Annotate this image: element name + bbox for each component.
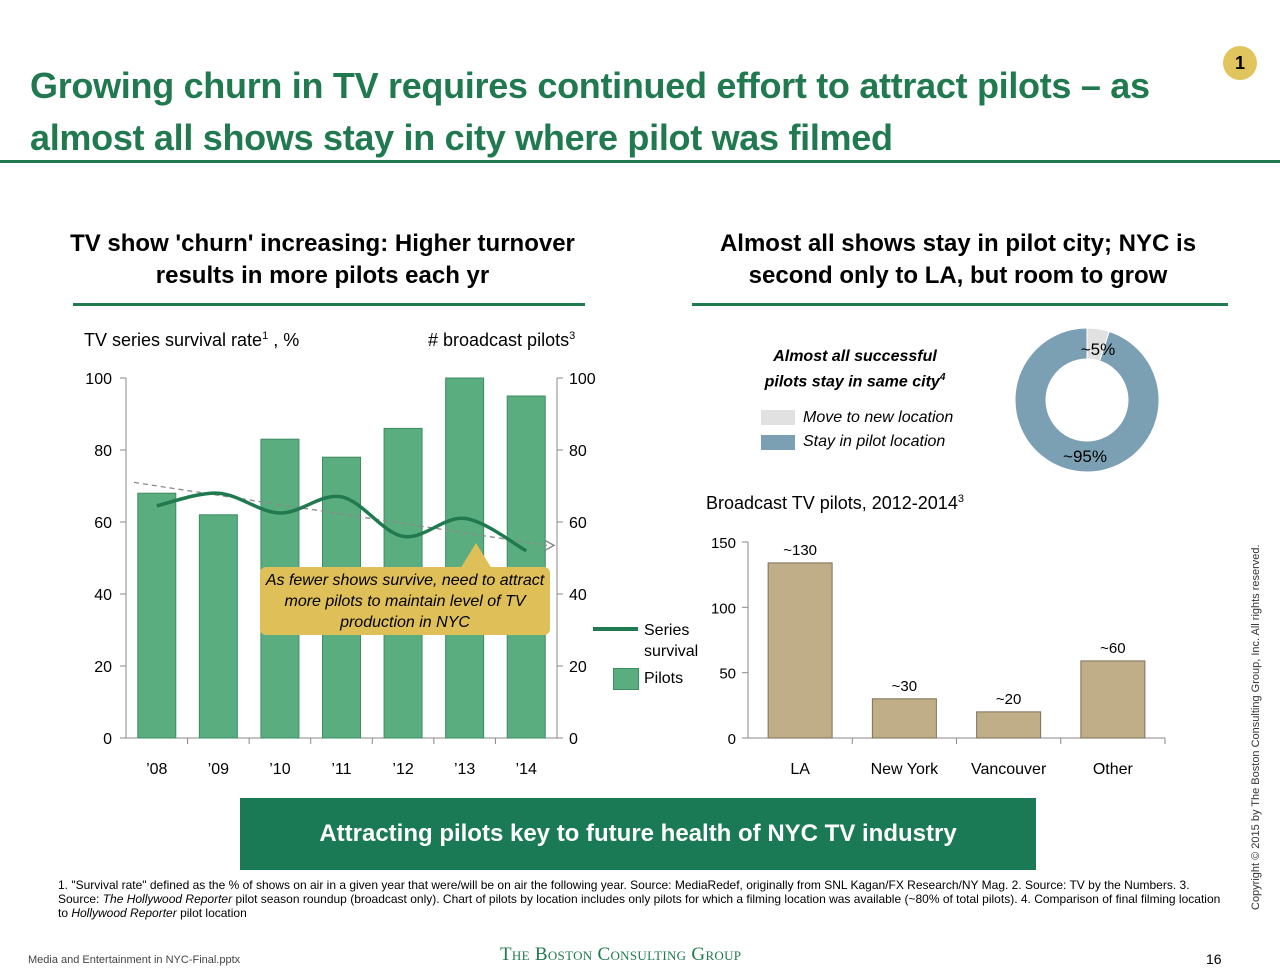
- trend-arrowhead: [544, 539, 556, 552]
- donut-label-stay: ~95%: [1063, 447, 1107, 466]
- x-tick-label: ’10: [269, 761, 290, 778]
- right-panel-title: Almost all shows stay in pilot city; NYC…: [719, 230, 1197, 289]
- location-category-label: Vancouver: [971, 761, 1047, 778]
- location-value-label: ~20: [996, 691, 1021, 708]
- left-tick-label: 80: [94, 443, 112, 460]
- donut-label-move: ~5%: [1081, 340, 1116, 359]
- copyright-notice: Copyright © 2015 by The Boston Consultin…: [1250, 544, 1262, 910]
- right-tick-label: 20: [569, 659, 587, 676]
- x-tick-label: ’12: [392, 761, 413, 778]
- x-tick-label: ’11: [331, 761, 351, 778]
- x-tick-label: ’09: [208, 761, 229, 778]
- location-bar: [767, 562, 833, 739]
- location-bar: [976, 711, 1042, 739]
- x-tick-label: ’13: [454, 761, 475, 778]
- x-tick-label: ’08: [146, 761, 167, 778]
- legend-pilots: Pilots: [644, 670, 684, 687]
- pilot-bar: [137, 492, 177, 739]
- right-panel-divider: [692, 303, 1228, 306]
- location-value-label: ~60: [1100, 640, 1125, 657]
- bcg-logo: The Boston Consulting Group: [500, 944, 742, 965]
- pilot-bar: [198, 514, 238, 739]
- location-tick-label: 100: [711, 600, 736, 617]
- legend-stay-label: Stay in pilot location: [803, 433, 946, 450]
- location-category-label: New York: [871, 761, 940, 778]
- location-bar: [1080, 660, 1146, 739]
- location-chart-title: Broadcast TV pilots, 2012-20143: [706, 493, 964, 513]
- legend-move-label: Move to new location: [803, 409, 954, 426]
- location-category-label: LA: [790, 761, 810, 778]
- location-tick-label: 150: [711, 535, 736, 552]
- right-tick-label: 60: [569, 515, 587, 532]
- left-tick-label: 0: [103, 731, 112, 748]
- donut-slice-stay: [1014, 327, 1160, 473]
- left-tick-label: 20: [94, 659, 112, 676]
- left-tick-label: 40: [94, 587, 112, 604]
- right-tick-label: 40: [569, 587, 587, 604]
- left-tick-label: 60: [94, 515, 112, 532]
- location-bar: [871, 698, 937, 739]
- location-value-label: ~130: [783, 542, 817, 559]
- legend-bar-swatch: [613, 668, 639, 690]
- location-tick-label: 50: [719, 666, 736, 683]
- callout-box: As fewer shows survive, need to attract …: [260, 567, 550, 635]
- left-panel-title: TV show 'churn' increasing: Higher turno…: [70, 230, 575, 289]
- trend-line: [133, 481, 548, 547]
- right-axis-label: # broadcast pilots3: [428, 330, 576, 350]
- left-axis-label: TV series survival rate1 , %: [84, 330, 300, 350]
- legend-stay-swatch: [761, 435, 795, 450]
- left-panel-divider: [73, 303, 585, 306]
- legend-line-swatch: [593, 627, 638, 631]
- location-value-label: ~30: [892, 678, 917, 695]
- title-divider: [0, 160, 1280, 163]
- legend-series-survival: Series survival: [644, 622, 699, 660]
- key-takeaway-banner: Attracting pilots key to future health o…: [240, 798, 1036, 870]
- right-tick-label: 100: [569, 371, 596, 388]
- footnotes: 1. "Survival rate" defined as the % of s…: [58, 878, 1221, 920]
- page-title: Growing churn in TV requires continued e…: [30, 65, 1150, 158]
- page-number: 16: [1206, 951, 1222, 967]
- legend-move-swatch: [761, 410, 795, 425]
- right-tick-label: 80: [569, 443, 587, 460]
- donut-title: Almost all successful pilots stay in sam…: [764, 348, 946, 391]
- section-badge: 1: [1223, 46, 1257, 80]
- callout-pointer: [460, 543, 492, 569]
- left-tick-label: 100: [85, 371, 112, 388]
- right-tick-label: 0: [569, 731, 578, 748]
- x-tick-label: ’14: [516, 761, 537, 778]
- location-tick-label: 0: [728, 731, 736, 748]
- file-name: Media and Entertainment in NYC-Final.ppt…: [28, 954, 241, 966]
- location-category-label: Other: [1093, 761, 1134, 778]
- donut-slice-move: [1086, 327, 1110, 362]
